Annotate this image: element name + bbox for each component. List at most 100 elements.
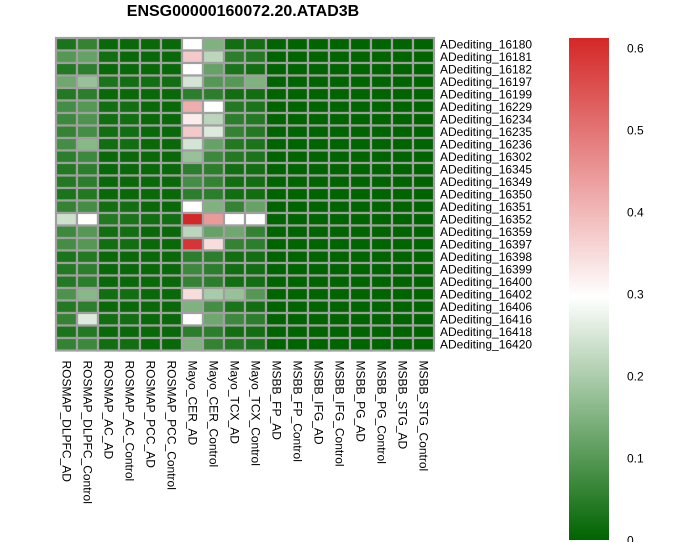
heatmap-cell [117,224,142,240]
heatmap-cell [411,99,436,115]
heatmap-cell [222,186,247,202]
heatmap-cell [180,249,205,265]
heatmap-cell [285,161,310,177]
color-legend-tick: 0.4 [627,206,644,220]
heatmap-cell [180,99,205,115]
heatmap-cell [75,274,100,290]
heatmap-cell [243,36,268,52]
heatmap-cell [411,336,436,352]
heatmap-cell [348,311,373,327]
heatmap-cell [138,36,163,52]
heatmap-cell [180,36,205,52]
heatmap-cell [369,236,394,252]
heatmap-cell [369,99,394,115]
heatmap-cell [54,124,79,140]
column-label: ROSMAP_DLPFC_AD [60,361,74,483]
heatmap-cell [159,174,184,190]
heatmap-cell [264,174,289,190]
heatmap-cell [243,124,268,140]
heatmap-cell [159,261,184,277]
heatmap-cell [348,99,373,115]
heatmap-cell [264,74,289,90]
heatmap-cell [243,86,268,102]
heatmap-cell [369,224,394,240]
heatmap-cell [264,161,289,177]
heatmap-cell [327,149,352,165]
heatmap-cell [117,174,142,190]
heatmap-cells [54,36,436,352]
heatmap-cell [369,124,394,140]
heatmap-cell [201,311,226,327]
heatmap-cell [201,99,226,115]
heatmap-cell [264,299,289,315]
heatmap-cell [117,186,142,202]
heatmap-cell [75,99,100,115]
heatmap-cell [411,186,436,202]
column-label: ROSMAP_AC_AD [102,361,116,460]
heatmap-cell [327,36,352,52]
heatmap-cell [75,324,100,340]
heatmap-cell [306,236,331,252]
heatmap-cell [348,36,373,52]
heatmap-cell [96,36,121,52]
heatmap-cell [285,186,310,202]
heatmap-cell [159,49,184,65]
heatmap-cell [264,286,289,302]
heatmap-cell [348,86,373,102]
heatmap-cell [54,274,79,290]
heatmap-cell [180,186,205,202]
heatmap-cell [159,36,184,52]
row-label: ADediting_16180 [440,37,532,51]
heatmap-cell [117,61,142,77]
heatmap-cell [54,161,79,177]
heatmap-cell [138,236,163,252]
heatmap-cell [180,236,205,252]
heatmap-cell [117,249,142,265]
row-label: ADediting_16182 [440,62,532,76]
heatmap-cell [285,99,310,115]
heatmap-cell [390,111,415,127]
heatmap-cell [369,136,394,152]
heatmap-cell [138,136,163,152]
heatmap-cell [75,211,100,227]
row-label: ADediting_16400 [440,275,532,289]
heatmap-cell [54,36,79,52]
heatmap-cell [390,36,415,52]
heatmap-cell [96,336,121,352]
heatmap-cell [75,111,100,127]
row-label: ADediting_16236 [440,137,532,151]
heatmap-cell [159,111,184,127]
heatmap-cell [159,149,184,165]
heatmap-cell [201,61,226,77]
heatmap-cell [348,186,373,202]
heatmap-cell [96,311,121,327]
row-label: ADediting_16229 [440,100,532,114]
heatmap-cell [411,36,436,52]
heatmap-cell [159,299,184,315]
heatmap-cell [348,61,373,77]
row-label: ADediting_16399 [440,262,532,276]
heatmap-cell [75,74,100,90]
heatmap-cell [138,311,163,327]
heatmap-cell [306,74,331,90]
heatmap-cell [201,236,226,252]
heatmap-cell [96,149,121,165]
heatmap-cell [180,274,205,290]
heatmap-cell [117,324,142,340]
heatmap-cell [348,286,373,302]
heatmap-cell [264,111,289,127]
heatmap-cell [243,49,268,65]
row-label: ADediting_16397 [440,237,532,251]
row-label: ADediting_16351 [440,200,532,214]
heatmap-cell [138,249,163,265]
heatmap-cell [327,161,352,177]
heatmap-cell [180,86,205,102]
heatmap-cell [348,274,373,290]
heatmap-cell [369,324,394,340]
heatmap-cell [243,61,268,77]
column-label: ROSMAP_DLPFC_Control [81,361,95,504]
heatmap-cell [96,261,121,277]
heatmap-cell [201,299,226,315]
heatmap-cell [390,249,415,265]
heatmap-cell [201,86,226,102]
